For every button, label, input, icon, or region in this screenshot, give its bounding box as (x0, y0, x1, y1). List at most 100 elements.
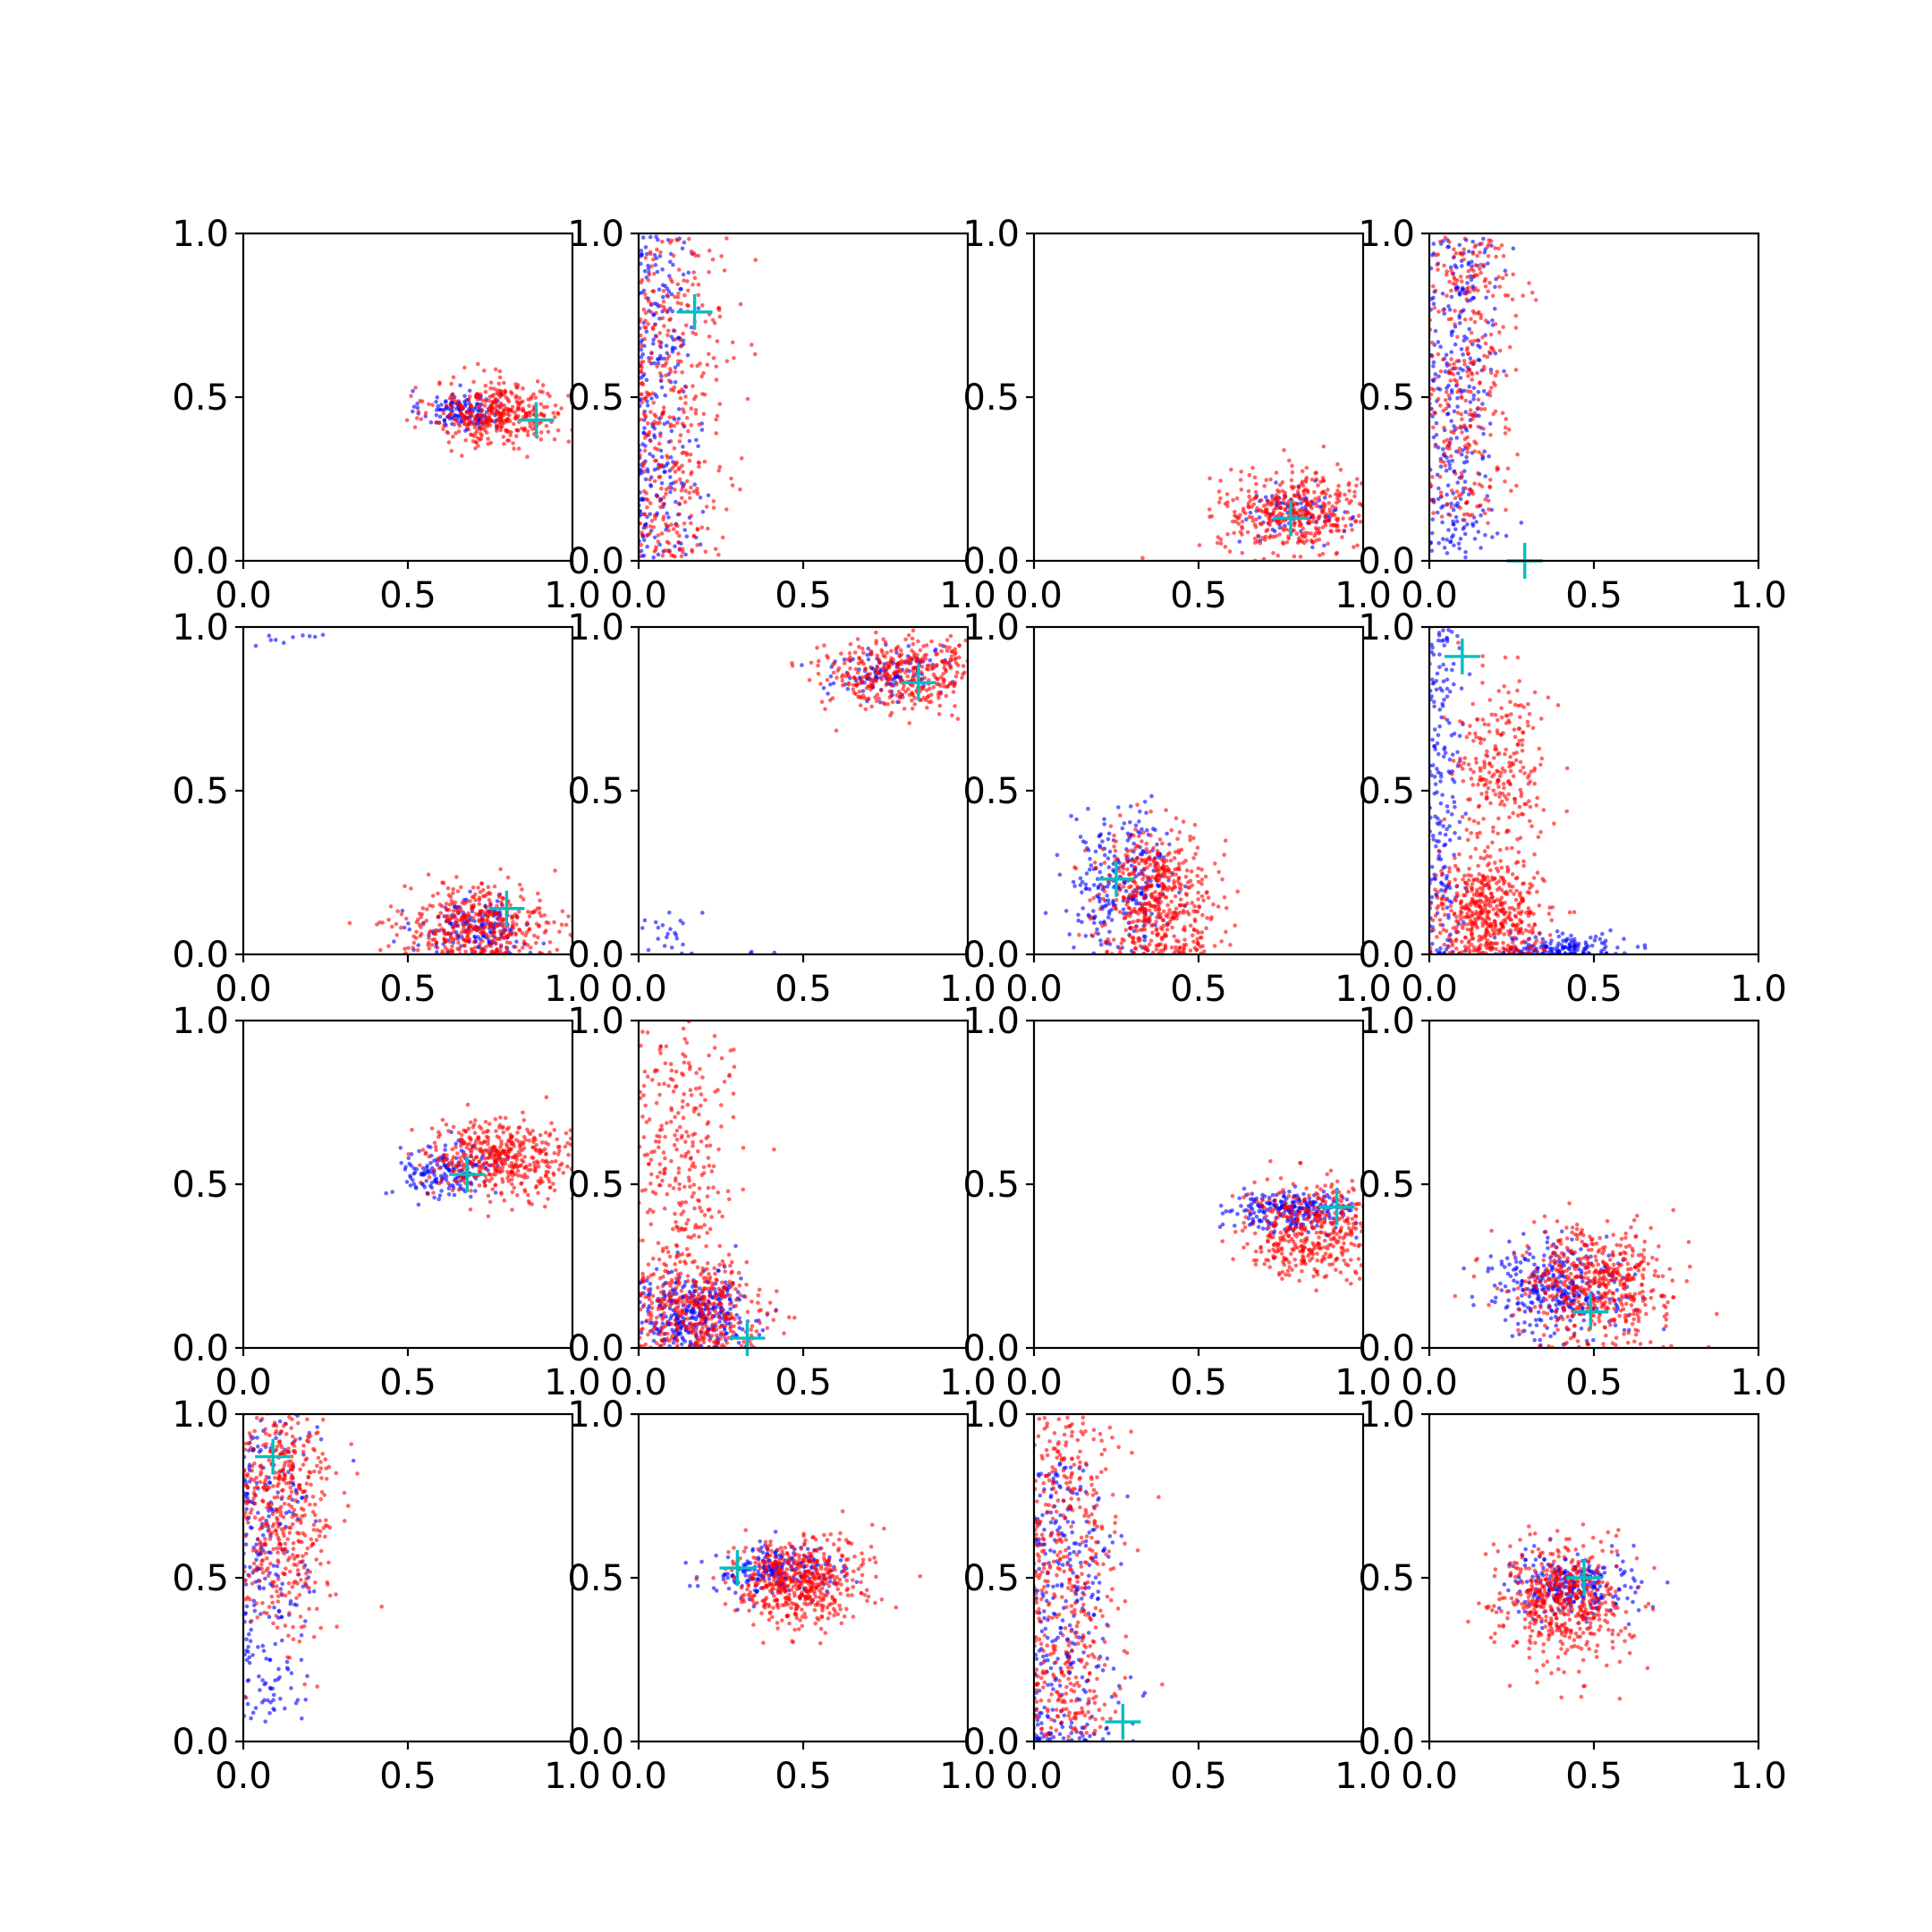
data-point (1462, 318, 1468, 322)
data-point (1102, 852, 1107, 858)
data-point (274, 638, 278, 642)
data-point (1271, 511, 1276, 515)
data-point (706, 526, 710, 531)
data-point (1450, 794, 1455, 800)
data-point (668, 475, 673, 479)
data-point (445, 907, 450, 912)
data-point (1486, 289, 1490, 294)
data-point (1074, 817, 1079, 822)
data-point (1516, 902, 1521, 907)
data-point (1097, 907, 1103, 911)
data-point (1199, 894, 1205, 899)
data-point (1447, 757, 1453, 762)
data-point (1438, 779, 1443, 784)
data-point (1160, 841, 1165, 846)
data-point (906, 632, 911, 638)
data-point (1139, 871, 1143, 876)
data-point (683, 394, 688, 399)
data-point (1195, 936, 1199, 941)
data-point (1137, 819, 1141, 824)
subplot-2: 0.00.00.50.51.01.0 (567, 214, 996, 616)
y-tick-label: 0.0 (567, 935, 624, 976)
data-point (1129, 848, 1133, 853)
data-point (1540, 877, 1545, 881)
data-point (546, 391, 550, 396)
data-point (1446, 915, 1451, 920)
data-point (681, 550, 685, 555)
data-point (644, 251, 649, 257)
data-point (479, 433, 485, 438)
data-point (1211, 902, 1216, 907)
data-point (1135, 855, 1140, 860)
data-point (488, 440, 494, 445)
data-point (675, 238, 680, 243)
data-point (1470, 240, 1475, 244)
data-point (514, 922, 519, 927)
data-point (560, 909, 565, 913)
data-point (1097, 869, 1103, 875)
data-point (682, 240, 687, 245)
data-point (683, 552, 688, 557)
data-point (724, 359, 730, 364)
data-point (1456, 450, 1462, 454)
data-point (685, 279, 690, 284)
data-point (1089, 933, 1094, 937)
data-point (645, 544, 649, 549)
center-marker (900, 665, 936, 701)
data-point (1480, 402, 1485, 406)
data-point (645, 505, 649, 510)
data-point (663, 470, 667, 474)
data-point (681, 470, 685, 475)
data-point (1173, 850, 1178, 854)
data-point (1335, 518, 1340, 523)
data-point (677, 501, 682, 506)
data-point (1460, 264, 1464, 268)
data-point (1462, 479, 1468, 484)
data-point (1267, 522, 1272, 528)
data-point (1330, 504, 1335, 509)
data-point (1430, 253, 1435, 258)
data-point (1100, 847, 1106, 852)
data-point (695, 363, 699, 369)
data-point (1430, 737, 1435, 742)
data-point (1483, 284, 1488, 289)
y-tick-label: 1.0 (962, 607, 1020, 648)
data-point (1476, 390, 1481, 394)
data-point (1302, 530, 1308, 536)
data-point (1117, 883, 1123, 887)
data-point (1499, 243, 1504, 248)
data-point (682, 278, 686, 283)
data-point (512, 446, 516, 451)
data-point (462, 413, 466, 419)
data-point (1102, 860, 1107, 865)
data-point (1132, 846, 1138, 852)
data-point (653, 547, 658, 552)
data-point (665, 931, 670, 936)
data-point (674, 479, 679, 484)
data-point (1489, 507, 1495, 513)
data-point (513, 416, 518, 421)
data-point (1157, 891, 1163, 896)
data-point (651, 341, 656, 346)
data-point (1304, 475, 1309, 480)
data-point (653, 263, 658, 267)
x-tick-label: 0.5 (1170, 969, 1227, 1010)
data-point (673, 328, 677, 334)
data-point (644, 525, 648, 530)
plot-area (1140, 444, 1363, 561)
data-point (437, 902, 443, 907)
x-tick-label: 0.5 (775, 575, 832, 616)
data-point (1528, 945, 1532, 950)
data-point (1170, 911, 1174, 915)
data-point (1471, 338, 1477, 343)
data-point (483, 389, 488, 394)
data-point (1430, 340, 1435, 345)
data-point (1276, 489, 1282, 495)
data-point (1453, 322, 1457, 326)
data-point (1294, 531, 1300, 536)
data-point (657, 254, 663, 258)
data-point (1142, 927, 1148, 932)
data-point (649, 396, 654, 401)
data-point (831, 681, 836, 686)
data-point (860, 646, 865, 651)
